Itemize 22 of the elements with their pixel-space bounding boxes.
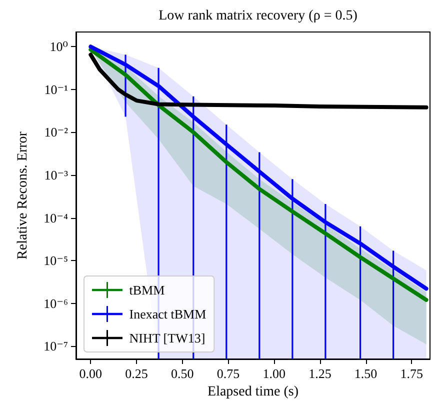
x-tick-label: 0.25 xyxy=(125,366,148,381)
y-tick-label: 10⁻⁶ xyxy=(44,296,68,311)
y-tick-label: 10⁻² xyxy=(44,124,68,140)
chart-title: Low rank matrix recovery (ρ = 0.5) xyxy=(158,8,358,24)
x-tick-label: 1.75 xyxy=(400,366,424,381)
y-tick-label: 10⁻¹ xyxy=(44,82,68,97)
x-tick-label: 0.75 xyxy=(216,366,240,381)
x-tick-label: 1.00 xyxy=(262,366,286,381)
legend-label: Inexact tBMM xyxy=(129,306,207,322)
y-tick-label: 10⁰ xyxy=(50,39,68,54)
y-axis-title: Relative Recons. Error xyxy=(16,131,30,260)
x-tick-label: 1.50 xyxy=(354,366,378,381)
y-tick-label: 10⁻⁵ xyxy=(44,253,68,268)
x-tick-label: 0.00 xyxy=(79,366,102,381)
x-tick-label: 0.50 xyxy=(171,366,194,381)
y-tick-label: 10⁻⁷ xyxy=(44,338,68,354)
x-axis-title: Elapsed time (s) xyxy=(208,384,299,400)
legend-label: NIHT [TW13] xyxy=(129,330,206,346)
x-tick-label: 1.25 xyxy=(308,366,332,381)
y-tick-label: 10⁻³ xyxy=(44,167,68,182)
y-tick-label: 10⁻⁴ xyxy=(44,210,68,226)
legend-label: tBMM xyxy=(129,282,166,298)
